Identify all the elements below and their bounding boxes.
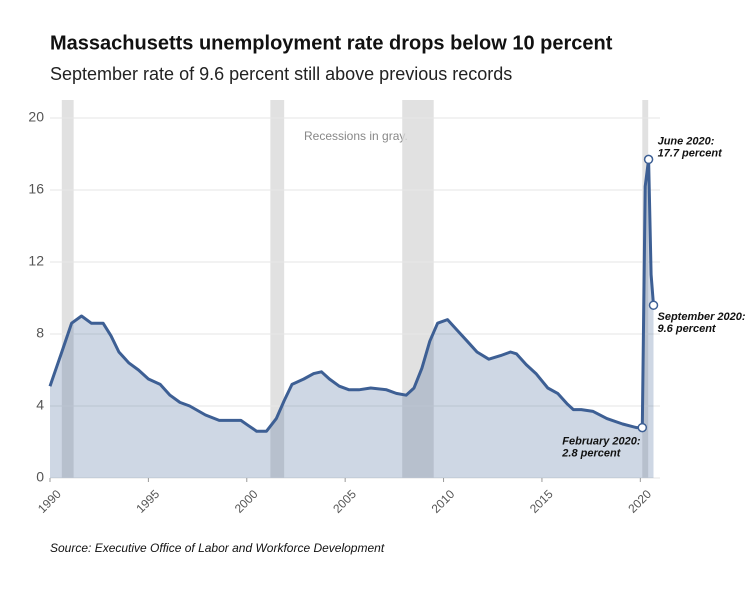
area: [50, 159, 654, 478]
annotation: 2.8 percent: [561, 448, 621, 460]
line: [48, 157, 655, 433]
annotation: February 2020:: [562, 436, 641, 448]
x-tick-label: 1990: [35, 487, 64, 516]
y-tick-label: 4: [36, 397, 44, 413]
plot-area: [48, 100, 660, 482]
annotation: June 2020:: [658, 135, 715, 147]
x-tick-label: 1995: [133, 487, 162, 516]
annotation: 17.7 percent: [658, 147, 724, 159]
x-tick-label: 2015: [527, 487, 556, 516]
recession-band: [270, 100, 285, 478]
recession-band: [61, 100, 74, 478]
y-tick-label: 8: [36, 325, 44, 341]
point-marker: [637, 422, 648, 433]
point-marker: [648, 300, 659, 310]
x-tick-label: 2020: [625, 487, 654, 516]
annotation: 9.6 percent: [658, 323, 717, 335]
x-tick-label: 2000: [232, 487, 261, 516]
annotation: September 2020:: [658, 311, 746, 323]
point-marker: [643, 154, 654, 165]
y-tick-label: 20: [28, 109, 44, 125]
x-tick-label: 2010: [429, 487, 458, 516]
chart-title: Massachusetts unemployment rate drops be…: [50, 32, 613, 54]
recession-note: Recessions in gray.: [304, 129, 408, 143]
y-tick-label: 16: [28, 181, 44, 197]
chart-subtitle: September rate of 9.6 percent still abov…: [50, 64, 512, 84]
x-tick-label: 2005: [330, 487, 359, 516]
y-tick-label: 0: [36, 469, 44, 485]
recession-band: [402, 100, 434, 478]
y-tick-label: 12: [28, 253, 44, 269]
source-note: Source: Executive Office of Labor and Wo…: [50, 541, 385, 555]
